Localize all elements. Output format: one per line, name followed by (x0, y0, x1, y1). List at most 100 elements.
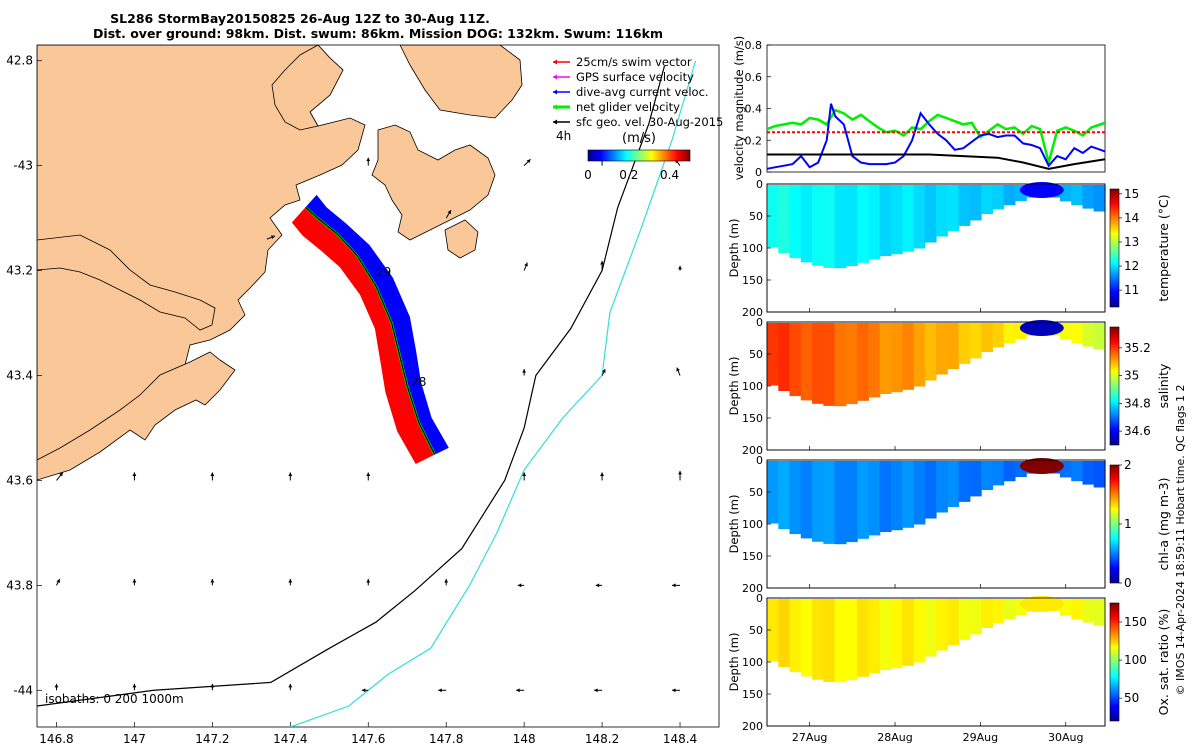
colorbar-map-tick: 0 (584, 168, 592, 182)
legend-label: 25cm/s swim vector (576, 55, 692, 69)
section-panel: 0 50 100 150 200 Depth (m) 15 14 13 12 11 temperatu… (727, 178, 1171, 319)
section-colorbar-tick-label: 13 (1124, 235, 1139, 249)
section-data-column (857, 323, 869, 401)
velocity-panel: 0 0.2 0.4 0.6 0.8 velocity magnitude (m/s) (732, 36, 1106, 180)
section-ytick-label: 100 (742, 380, 763, 393)
section-data-column (812, 323, 824, 404)
section-ytick-label: 50 (749, 348, 763, 361)
section-data-column (1082, 323, 1095, 347)
section-surface-patch (1019, 182, 1064, 198)
section-data-column (947, 323, 960, 369)
section-ytick-label: 0 (756, 454, 763, 467)
geo-vector-head (366, 157, 371, 162)
velocity-ytick-label: 0.8 (745, 39, 763, 52)
section-data-column (936, 599, 948, 651)
section-data-column (1014, 185, 1027, 201)
velocity-ytick-label: 0.6 (745, 71, 763, 84)
section-data-column (857, 461, 869, 539)
section-data-column (868, 599, 881, 674)
section-data-column (1093, 461, 1106, 488)
section-data-column (800, 599, 813, 677)
legend-arrowhead (553, 59, 557, 65)
geo-vector-head (447, 210, 451, 215)
section-data-column (992, 185, 1005, 210)
geo-vector-head (132, 578, 137, 583)
map-xtick-label: 148.2 (585, 732, 619, 746)
section-ytick-label: 200 (742, 444, 763, 457)
geo-vector-head (602, 369, 606, 374)
section-data-column (913, 323, 926, 387)
section-data-column (834, 185, 847, 269)
section-data-column (947, 599, 960, 645)
section-ylabel: Depth (m) (727, 633, 741, 692)
section-data-column (800, 323, 813, 401)
section-data-column (845, 185, 858, 267)
section-data-column (969, 461, 982, 497)
land-south-point (444, 219, 479, 259)
section-data-column (969, 323, 982, 359)
section-data-column (924, 461, 937, 519)
section-data-column (924, 323, 937, 381)
section-colorbar-label: chl-a (mg m-3) (1156, 478, 1171, 571)
section-ytick-label: 150 (742, 274, 763, 287)
section-data-column (778, 461, 791, 529)
map-land (37, 45, 523, 481)
section-data-column (913, 461, 926, 525)
section-data-column (936, 323, 948, 375)
section-panel: 0 50 100 150 200 Depth (m) 27Aug 28Aug 29Aug 30Au… (727, 592, 1171, 744)
chart-title-line1: SL286 StormBay20150825 26-Aug 12Z to 30-… (110, 11, 490, 26)
map-ytick-label: 42.8 (6, 54, 33, 68)
section-data-column (1003, 461, 1016, 482)
section-data-column (767, 599, 779, 662)
section-data-column (845, 599, 858, 681)
section-colorbar (1109, 188, 1120, 308)
geo-vector-head (366, 578, 371, 583)
section-colorbar-tick-label: 1 (1124, 517, 1132, 531)
section-data-column (890, 185, 903, 255)
section-colorbar-tick-label: 150 (1124, 615, 1147, 629)
section-ylabel: Depth (m) (727, 495, 741, 554)
map-xtick-label: 148.4 (663, 732, 697, 746)
section-data-column (958, 323, 971, 364)
legend-label: sfc geo. vel. 30-Aug-2015 (576, 115, 723, 129)
colorbar-map (587, 149, 691, 162)
map-axis-ticks: 146.8 147 147.2 147.4 147.6 147.8 148 148.2 148.… (6, 54, 697, 746)
section-data-column (902, 185, 915, 252)
section-data-column (845, 461, 858, 543)
isobath-1000m (290, 60, 697, 727)
colorbar-map-label: (m/s) (622, 131, 656, 146)
geo-vector-head (676, 367, 680, 372)
velocity-series-line (766, 108, 1106, 168)
section-colorbar-tick-label: 34.6 (1124, 424, 1151, 438)
section-data-column (1059, 185, 1072, 202)
geo-vector-head (524, 262, 528, 267)
section-data-column (857, 185, 869, 263)
velocity-series-line (767, 153, 1106, 170)
land-forestier (371, 124, 496, 241)
section-data-column (913, 185, 926, 249)
section-data-column (868, 185, 881, 260)
section-data-column (879, 323, 892, 394)
map-ytick-label: -44 (13, 683, 33, 697)
map-ytick-label: 43.8 (6, 578, 33, 592)
map-xtick-label: 147.8 (429, 732, 463, 746)
section-ytick-label: 0 (756, 316, 763, 329)
geo-vector-head (678, 265, 682, 270)
section-data-column (1071, 461, 1084, 482)
geo-vector-head (522, 472, 527, 476)
section-data-column (879, 185, 892, 256)
map-annotations: 29 28 (376, 265, 426, 389)
section-xtick-label: 29Aug (963, 731, 998, 744)
velocity-axis-ticks: 0 0.2 0.4 0.6 0.8 (745, 39, 771, 179)
velocity-series (766, 103, 1106, 170)
section-colorbar-tick-label: 35.2 (1124, 341, 1151, 355)
geo-vector-head (595, 583, 600, 588)
map-ytick-label: 43.6 (6, 473, 33, 487)
track-day-annotation: 29 (376, 265, 391, 279)
section-data-column (823, 461, 836, 544)
section-data-column (890, 599, 903, 669)
section-ytick-label: 150 (742, 688, 763, 701)
section-data-column (789, 599, 802, 673)
section-data-column (936, 185, 948, 237)
